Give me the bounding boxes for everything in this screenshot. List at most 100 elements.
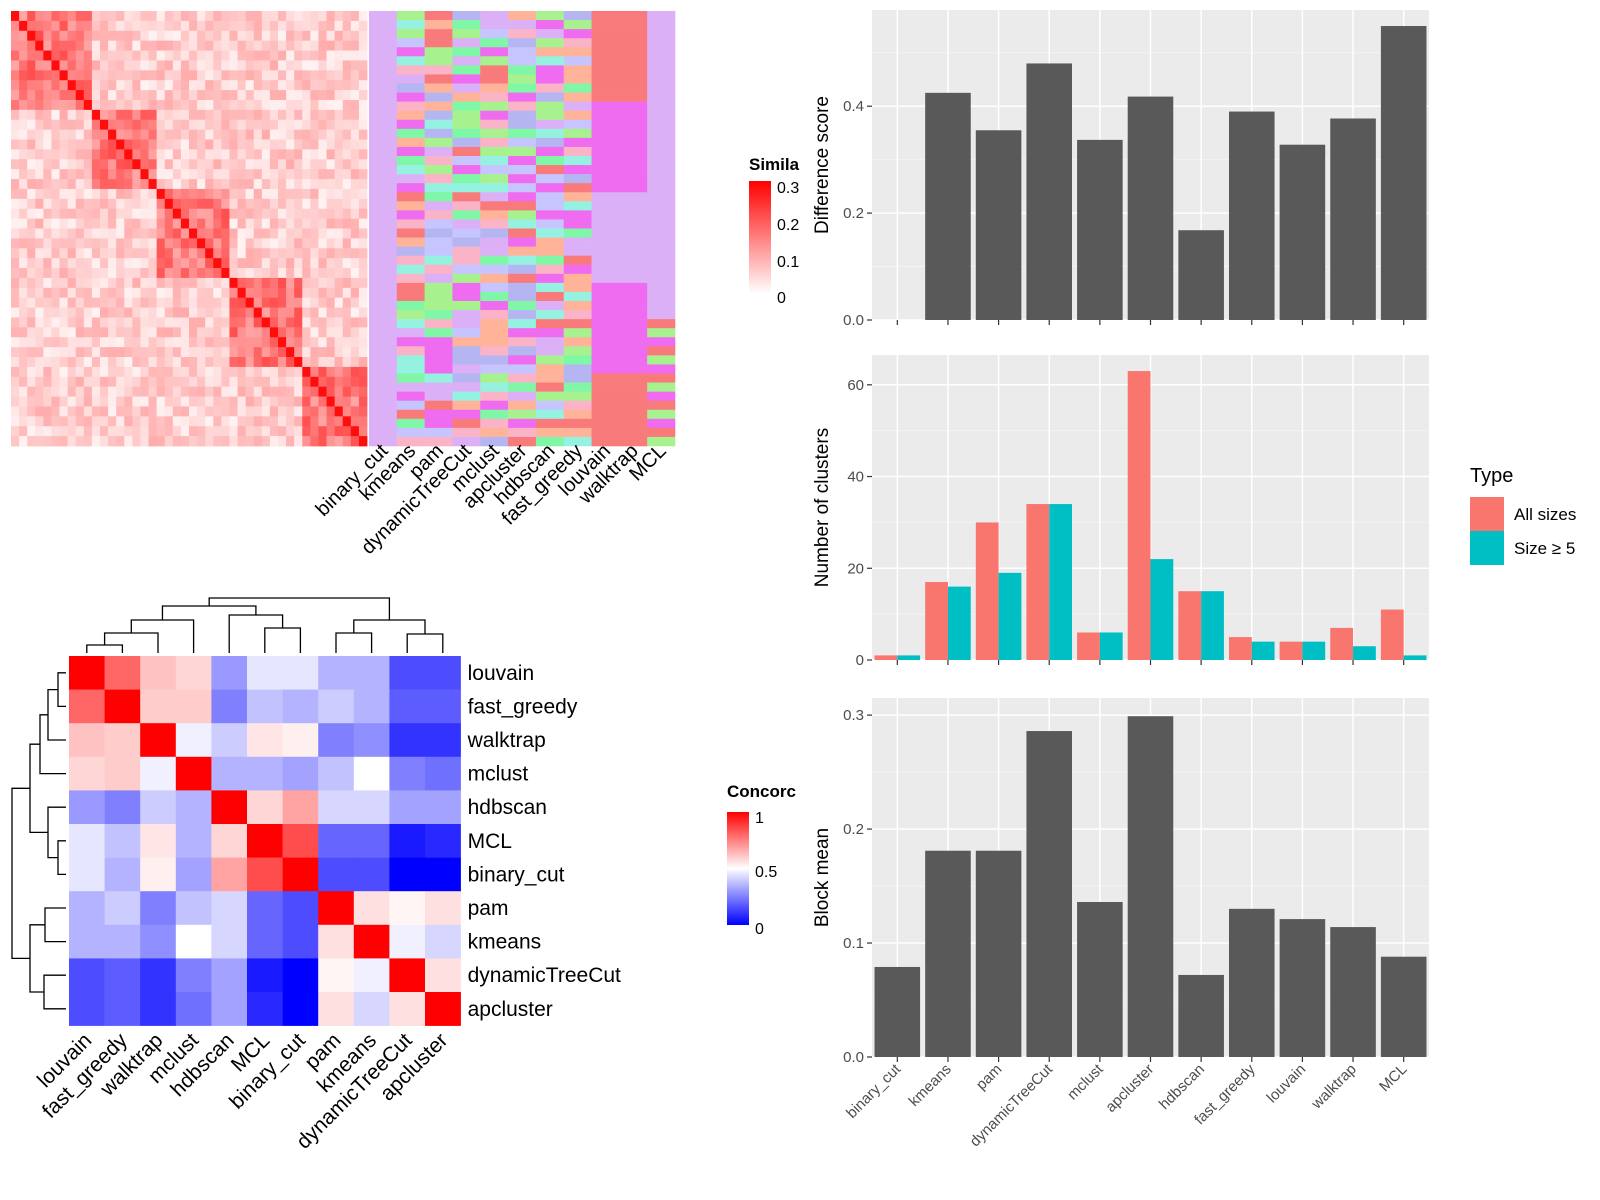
similarity-cell	[180, 30, 190, 42]
similarity-cell	[83, 386, 93, 397]
similarity-cell	[91, 109, 101, 121]
annotation-cell	[508, 319, 537, 329]
similarity-cell	[302, 109, 311, 121]
similarity-cell	[205, 188, 214, 200]
similarity-cell	[326, 357, 336, 368]
similarity-cell	[116, 416, 125, 427]
similarity-cell	[132, 287, 141, 299]
similarity-cell	[221, 248, 230, 259]
annotation-cell	[647, 156, 676, 166]
similarity-cell	[51, 347, 60, 358]
similarity-cell	[116, 90, 125, 101]
similarity-cell	[75, 436, 85, 447]
annotation-cell	[591, 346, 620, 356]
similarity-cell	[27, 109, 36, 121]
similarity-cell	[189, 109, 198, 121]
similarity-cell	[278, 30, 287, 42]
annotation-cell	[591, 310, 620, 320]
similarity-cell	[100, 109, 109, 121]
similarity-cell	[221, 297, 230, 308]
similarity-cell	[358, 357, 368, 368]
similarity-cell	[302, 406, 311, 417]
similarity-cell	[286, 198, 295, 210]
similarity-cell	[253, 366, 263, 378]
annotation-cell	[452, 418, 481, 429]
concordance-cell	[175, 790, 212, 825]
similarity-cell	[108, 297, 117, 308]
similarity-cell	[189, 327, 198, 338]
annotation-cell	[535, 319, 565, 329]
similarity-cell	[140, 357, 149, 368]
similarity-cell	[310, 179, 319, 190]
similarity-cell	[156, 297, 166, 308]
similarity-cell	[278, 208, 287, 220]
annotation-cell	[508, 38, 537, 48]
similarity-cell	[164, 70, 174, 81]
concordance-cell	[389, 656, 426, 690]
similarity-cell	[172, 337, 182, 348]
similarity-cell	[294, 90, 303, 101]
similarity-cell	[237, 149, 247, 160]
similarity-cell	[43, 60, 52, 71]
similarity-cell	[358, 426, 368, 437]
similarity-cell	[205, 386, 214, 397]
similarity-cell	[35, 159, 44, 170]
similarity-cell	[269, 376, 279, 388]
annotation-cell	[452, 228, 481, 238]
similarity-cell	[358, 376, 368, 388]
similarity-cell	[245, 169, 255, 180]
similarity-cell	[205, 198, 214, 210]
similarity-cell	[27, 406, 36, 417]
similarity-cell	[294, 406, 303, 417]
similarity-cell	[148, 159, 158, 170]
similarity-cell	[302, 416, 311, 427]
similarity-cell	[318, 11, 327, 22]
annotation-cell	[396, 373, 425, 383]
similarity-cell	[302, 297, 311, 308]
bar	[1353, 646, 1376, 660]
similarity-cell	[221, 376, 230, 388]
similarity-cell	[180, 228, 190, 239]
annotation-cell	[563, 382, 592, 392]
annotation-cell	[452, 219, 481, 229]
similarity-cell	[83, 169, 93, 180]
similarity-cell	[261, 297, 271, 308]
similarity-cell	[59, 337, 69, 348]
concordance-cell	[282, 824, 319, 858]
similarity-cell	[124, 149, 133, 160]
similarity-cell	[83, 327, 93, 338]
annotation-cell	[369, 20, 398, 30]
similarity-cell	[261, 426, 271, 437]
annotation-cell	[396, 219, 425, 229]
similarity-cell	[358, 198, 368, 210]
similarity-cell	[67, 416, 77, 427]
similarity-cell	[229, 30, 238, 42]
annotation-cell	[369, 255, 398, 266]
annotation-cell	[396, 328, 425, 338]
similarity-cell	[132, 337, 141, 348]
similarity-cell	[108, 50, 117, 61]
dendrogram-branch	[44, 907, 66, 943]
similarity-cell	[156, 179, 166, 190]
similarity-cell	[91, 70, 101, 81]
similarity-cell	[205, 109, 214, 121]
similarity-cell	[318, 208, 327, 220]
similarity-cell	[245, 208, 255, 220]
similarity-cell	[189, 188, 198, 200]
similarity-cell	[27, 188, 36, 200]
similarity-cell	[27, 60, 36, 71]
similarity-cell	[342, 327, 352, 338]
similarity-cell	[326, 317, 336, 328]
y-axis-label: Difference score	[812, 96, 833, 234]
concordance-row-label: MCL	[468, 830, 512, 853]
similarity-cell	[100, 386, 109, 397]
similarity-cell	[180, 337, 190, 348]
similarity-cell	[75, 179, 85, 190]
similarity-cell	[172, 268, 182, 279]
similarity-cell	[310, 50, 319, 61]
similarity-cell	[116, 268, 125, 279]
similarity-cell	[35, 20, 44, 32]
annotation-cell	[396, 346, 425, 356]
concordance-row-label: louvain	[468, 662, 535, 685]
similarity-cell	[310, 11, 319, 22]
